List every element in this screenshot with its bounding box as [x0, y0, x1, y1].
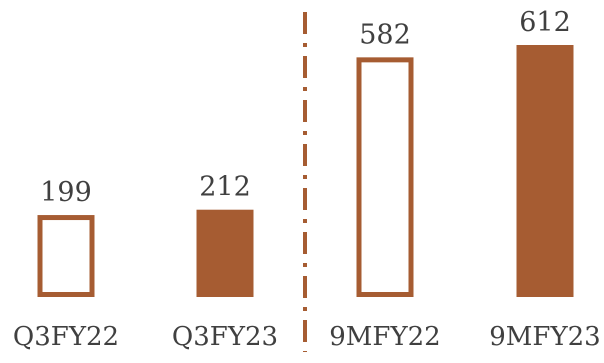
- data-label-9mfy22: 582: [359, 19, 411, 50]
- data-label-9mfy23: 612: [519, 7, 571, 38]
- tick-label-9mfy23: 9MFY23: [489, 322, 600, 352]
- bar-q3fy22: [37, 215, 95, 297]
- tick-label-q3fy23: Q3FY23: [172, 322, 278, 352]
- tick-label-q3fy22: Q3FY22: [13, 322, 119, 352]
- bars-layer: [37, 45, 574, 298]
- bar-q3fy23: [196, 209, 254, 297]
- bar-9mfy22: [356, 57, 414, 298]
- value-labels-layer: 199 212 582 612: [40, 7, 571, 208]
- data-label-q3fy22: 199: [40, 177, 92, 208]
- bar-9mfy23: [516, 45, 574, 297]
- data-label-q3fy23: 212: [199, 172, 251, 203]
- tick-label-9mfy22: 9MFY22: [329, 322, 440, 352]
- tick-labels-layer: Q3FY22 Q3FY23 9MFY22 9MFY23: [13, 322, 601, 352]
